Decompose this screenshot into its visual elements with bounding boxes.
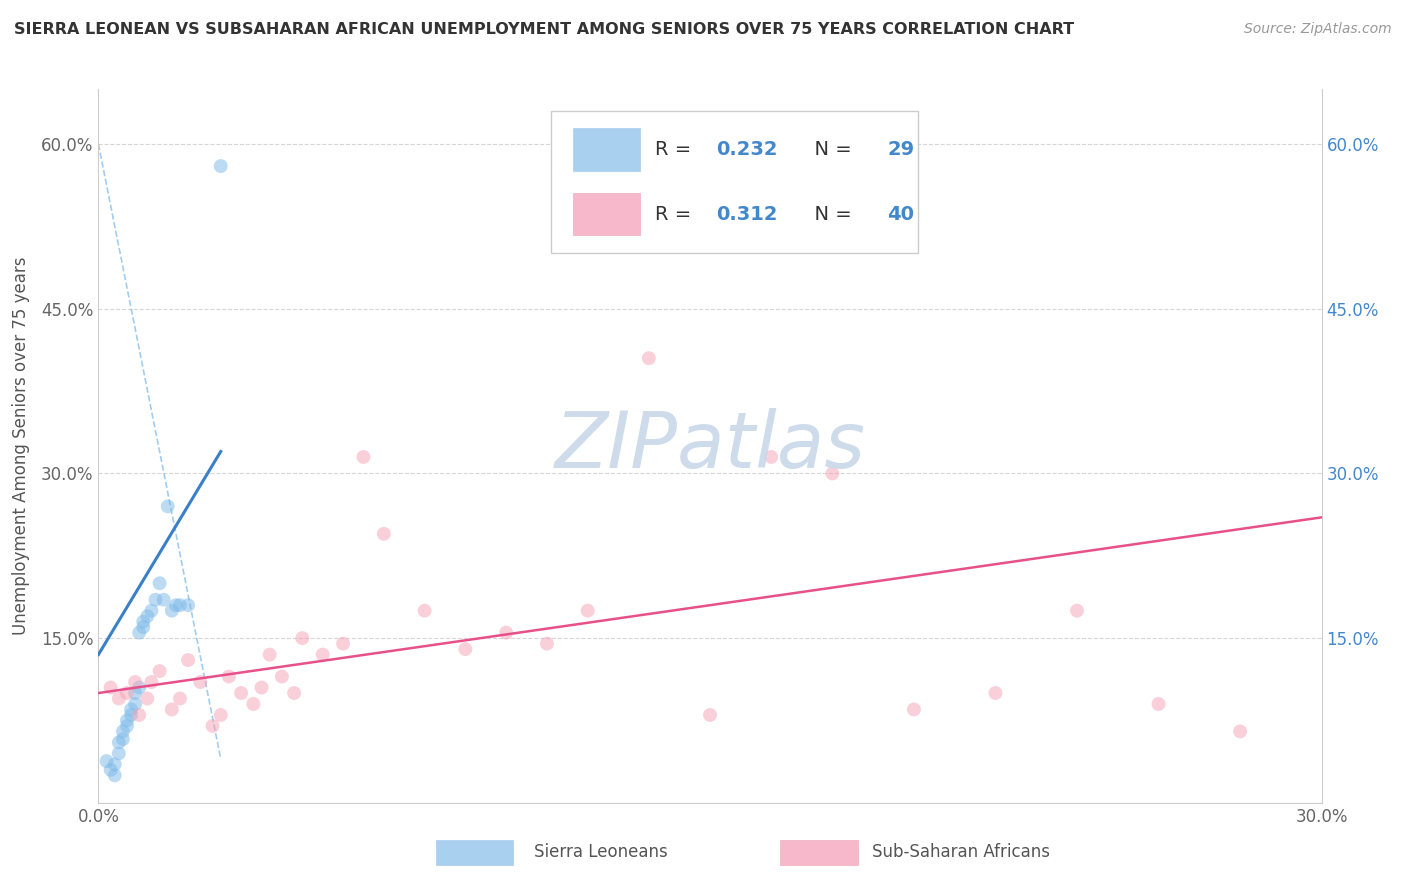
Point xyxy=(104,757,127,772)
Point xyxy=(209,708,232,723)
Text: SIERRA LEONEAN VS SUBSAHARAN AFRICAN UNEMPLOYMENT AMONG SENIORS OVER 75 YEARS CO: SIERRA LEONEAN VS SUBSAHARAN AFRICAN UNE… xyxy=(14,22,1074,37)
Point xyxy=(352,450,374,464)
Text: ZIPatlas: ZIPatlas xyxy=(554,408,866,484)
Text: Sierra Leoneans: Sierra Leoneans xyxy=(534,843,668,861)
Point xyxy=(141,604,163,618)
Point xyxy=(149,576,172,591)
Point xyxy=(152,592,174,607)
Point xyxy=(132,615,155,629)
Point xyxy=(242,697,264,711)
Point xyxy=(283,686,305,700)
Point xyxy=(454,642,477,657)
Point xyxy=(259,648,281,662)
Point xyxy=(270,669,294,683)
Point xyxy=(169,691,191,706)
Text: R =: R = xyxy=(655,140,697,160)
Point xyxy=(124,686,146,700)
Point xyxy=(104,768,127,782)
Point xyxy=(160,702,183,716)
Point xyxy=(120,702,142,716)
Point xyxy=(136,609,159,624)
Point xyxy=(128,708,150,723)
Point xyxy=(188,675,212,690)
Point xyxy=(149,664,172,678)
Point xyxy=(1066,604,1088,618)
Point xyxy=(177,653,200,667)
Text: 40: 40 xyxy=(887,204,914,224)
Point xyxy=(160,604,183,618)
Point xyxy=(124,697,146,711)
Point xyxy=(136,691,159,706)
Point xyxy=(165,598,187,612)
Point xyxy=(250,681,273,695)
Text: R =: R = xyxy=(655,204,697,224)
Text: Sub-Saharan Africans: Sub-Saharan Africans xyxy=(872,843,1050,861)
Point xyxy=(100,763,122,777)
Point xyxy=(413,604,436,618)
Text: Source: ZipAtlas.com: Source: ZipAtlas.com xyxy=(1244,22,1392,37)
Text: 0.232: 0.232 xyxy=(716,140,778,160)
Point xyxy=(984,686,1007,700)
Point xyxy=(111,724,134,739)
FancyBboxPatch shape xyxy=(551,111,918,253)
Point xyxy=(124,675,146,690)
Text: N =: N = xyxy=(801,204,858,224)
Point xyxy=(100,681,122,695)
FancyBboxPatch shape xyxy=(574,128,640,171)
Point xyxy=(209,159,232,173)
Point xyxy=(1147,697,1170,711)
Point xyxy=(821,467,844,481)
Point xyxy=(576,604,599,618)
Point xyxy=(332,637,354,651)
Point xyxy=(108,747,131,761)
Point xyxy=(128,625,150,640)
Point xyxy=(96,754,118,768)
Point xyxy=(495,625,517,640)
Point xyxy=(128,681,150,695)
Point xyxy=(638,351,661,366)
Point xyxy=(169,598,191,612)
Point xyxy=(115,686,138,700)
Point xyxy=(141,675,163,690)
Text: 29: 29 xyxy=(887,140,914,160)
Point xyxy=(312,648,335,662)
Point xyxy=(1229,724,1251,739)
Point xyxy=(177,598,200,612)
Point xyxy=(115,714,138,728)
Point xyxy=(132,620,155,634)
Point xyxy=(218,669,240,683)
Point xyxy=(903,702,925,716)
Point xyxy=(145,592,167,607)
Point xyxy=(536,637,558,651)
Point xyxy=(120,708,142,723)
Point xyxy=(156,500,179,514)
Point xyxy=(111,732,134,747)
Point xyxy=(291,631,314,645)
Point xyxy=(201,719,224,733)
Point xyxy=(761,450,783,464)
Y-axis label: Unemployment Among Seniors over 75 years: Unemployment Among Seniors over 75 years xyxy=(11,257,30,635)
Point xyxy=(108,735,131,749)
FancyBboxPatch shape xyxy=(574,193,640,235)
Text: N =: N = xyxy=(801,140,858,160)
Point xyxy=(699,708,721,723)
Point xyxy=(373,526,395,541)
Point xyxy=(108,691,131,706)
Point xyxy=(231,686,253,700)
Text: 0.312: 0.312 xyxy=(716,204,778,224)
Point xyxy=(115,719,138,733)
